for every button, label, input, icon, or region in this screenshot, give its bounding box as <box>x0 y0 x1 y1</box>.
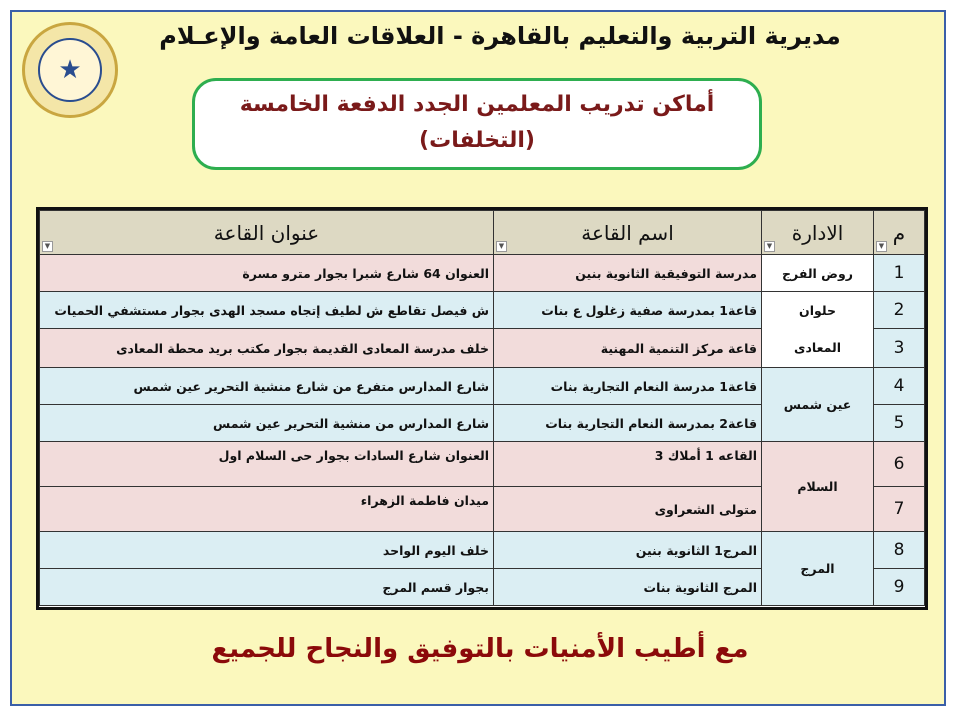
filter-dropdown-icon[interactable]: ▼ <box>764 241 775 252</box>
hall-address-cell: خلف مدرسة المعادى القديمة بجوار مكتب بري… <box>39 328 494 368</box>
hall-address-cell: ميدان فاطمة الزهراء <box>39 486 494 532</box>
filter-dropdown-icon[interactable]: ▼ <box>42 241 53 252</box>
table-row: 4 عين شمس قاعة1 مدرسة النعام التجارية بن… <box>39 367 925 442</box>
administration-cell: المعادى <box>761 328 874 368</box>
row-number: 3 <box>873 328 925 368</box>
table-row: 5 قاعة2 بمدرسة النعام التجارية بنات شارع… <box>39 404 925 442</box>
hall-name-cell: المرج1 الثانوية بنين <box>493 531 762 569</box>
row-number: 2 <box>873 291 925 329</box>
table-row: 3 المعادى قاعة مركز التنمية المهنية خلف … <box>39 328 925 368</box>
filter-dropdown-icon[interactable]: ▼ <box>496 241 507 252</box>
hall-address-cell: شارع المدارس متفرع من شارع منشية التحرير… <box>39 367 494 405</box>
hall-name-cell: قاعة مركز التنمية المهنية <box>493 328 762 368</box>
administration-cell: روض الفرج <box>761 254 874 292</box>
administration-cell: عين شمس <box>761 367 874 442</box>
filter-dropdown-icon[interactable]: ▼ <box>876 241 887 252</box>
row-number: 4 <box>873 367 925 405</box>
hall-address-cell: العنوان شارع السادات بجوار حى السلام اول <box>39 441 494 487</box>
hall-address-cell: العنوان 64 شارع شبرا بجوار مترو مسرة <box>39 254 494 292</box>
page-title: مديرية التربية والتعليم بالقاهرة - العلا… <box>159 22 841 50</box>
hall-name-cell: مدرسة التوفيقية الثانوية بنين <box>493 254 762 292</box>
hall-name-cell: قاعة1 مدرسة النعام التجارية بنات <box>493 367 762 405</box>
subtitle-line2: (التخلفات) <box>419 128 535 153</box>
administration-cell: حلوان <box>761 291 874 329</box>
table-row: 2 حلوان قاعة1 بمدرسة صفية زغلول ع بنات ش… <box>39 291 925 329</box>
column-header-number[interactable]: م ▼ <box>873 210 925 255</box>
row-number: 8 <box>873 531 925 569</box>
row-number: 9 <box>873 568 925 606</box>
table-header-row: م ▼ الادارة ▼ اسم القاعة ▼ عنوان القاعة ▼ <box>39 210 925 255</box>
halls-table: م ▼ الادارة ▼ اسم القاعة ▼ عنوان القاعة ▼ 1 … <box>36 207 928 610</box>
hall-name-cell: القاعه 1 أملاك 3 <box>493 441 762 487</box>
row-number: 6 <box>873 441 925 487</box>
administration-cell: المرج <box>761 531 874 606</box>
hall-name-cell: المرج الثانوية بنات <box>493 568 762 606</box>
directorate-logo: ★ <box>22 22 118 118</box>
hall-address-cell: ش فيصل تقاطع ش لطيف إتجاه مسجد الهدى بجو… <box>39 291 494 329</box>
book-lamp-icon: ★ <box>38 38 102 102</box>
hall-name-cell: قاعة1 بمدرسة صفية زغلول ع بنات <box>493 291 762 329</box>
subtitle-box: أماكن تدريب المعلمين الجدد الدفعة الخامس… <box>192 78 762 170</box>
administration-cell: السلام <box>761 441 874 532</box>
table-row: 1 روض الفرج مدرسة التوفيقية الثانوية بني… <box>39 254 925 292</box>
column-header-hall-address[interactable]: عنوان القاعة ▼ <box>39 210 494 255</box>
row-number: 7 <box>873 486 925 532</box>
subtitle-line1: أماكن تدريب المعلمين الجدد الدفعة الخامس… <box>239 92 715 117</box>
column-header-administration[interactable]: الادارة ▼ <box>761 210 874 255</box>
table-row: 6 السلام القاعه 1 أملاك 3 العنوان شارع ا… <box>39 441 925 532</box>
closing-message: مع أطيب الأمنيات بالتوفيق والنجاح للجميع <box>211 634 749 664</box>
row-number: 1 <box>873 254 925 292</box>
column-header-hall-name[interactable]: اسم القاعة ▼ <box>493 210 762 255</box>
hall-name-cell: قاعة2 بمدرسة النعام التجارية بنات <box>493 404 762 442</box>
row-number: 5 <box>873 404 925 442</box>
table-row: 8 المرج المرج1 الثانوية بنين خلف اليوم ا… <box>39 531 925 606</box>
hall-address-cell: خلف اليوم الواحد <box>39 531 494 569</box>
hall-name-cell: متولى الشعراوى <box>493 486 762 532</box>
hall-address-cell: بجوار قسم المرج <box>39 568 494 606</box>
hall-address-cell: شارع المدارس من منشية التحرير عين شمس <box>39 404 494 442</box>
